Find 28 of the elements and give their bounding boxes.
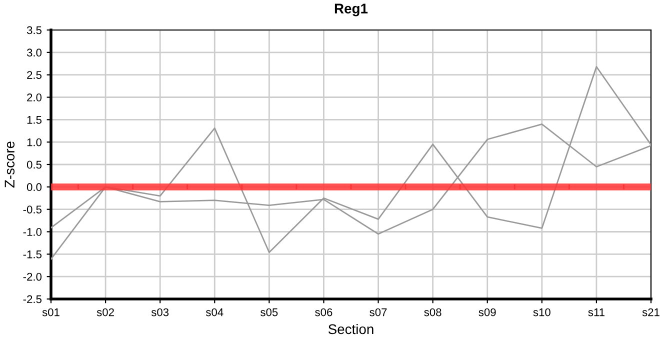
y-tick-label: -1.0 xyxy=(23,228,42,236)
x-tick-label: s09 xyxy=(478,308,496,316)
x-tick-label: s07 xyxy=(370,308,387,316)
y-tick-label: 2.0 xyxy=(27,94,42,102)
x-axis-title: Section xyxy=(328,324,374,334)
x-tick-label: s05 xyxy=(260,308,278,316)
y-tick-label: -2.5 xyxy=(23,295,42,304)
y-axis-title: Z-score xyxy=(4,142,15,188)
x-tick-label: s03 xyxy=(151,308,169,316)
y-tick-label: 3.5 xyxy=(26,26,42,34)
y-tick-label: 1.0 xyxy=(27,138,42,146)
y-tick-label: -0.5 xyxy=(23,206,42,214)
y-tick-label: 2.5 xyxy=(27,71,42,79)
chart-title: Reg1 xyxy=(334,4,368,16)
x-tick-label: s21 xyxy=(642,308,660,316)
x-tick-label: s02 xyxy=(96,308,114,316)
y-tick-label: 1.5 xyxy=(27,116,42,124)
y-tick-label: -2.0 xyxy=(23,272,42,281)
x-tick-label: s08 xyxy=(424,308,442,316)
x-tick-label: s06 xyxy=(315,308,332,316)
y-tick-label: -1.5 xyxy=(23,250,42,258)
x-tick-label: s10 xyxy=(533,308,550,316)
x-tick-label: s04 xyxy=(206,308,224,316)
x-tick-label: s01 xyxy=(42,308,60,316)
x-tick-label: s11 xyxy=(588,308,604,316)
y-tick-label: 0.5 xyxy=(26,160,42,169)
y-tick-label: 0.0 xyxy=(26,183,42,192)
y-tick-label: 3.0 xyxy=(26,48,42,57)
